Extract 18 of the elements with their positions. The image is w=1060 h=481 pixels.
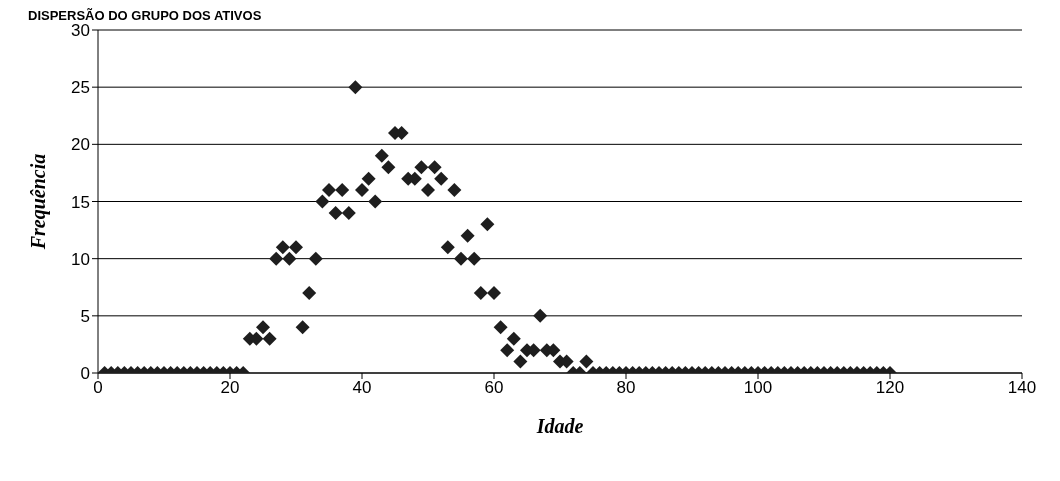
y-tick-label: 15 xyxy=(71,192,90,212)
x-tick-label: 60 xyxy=(484,378,504,398)
x-tick-label: 40 xyxy=(352,378,372,398)
y-tick-label: 20 xyxy=(71,135,90,155)
y-tick-label: 5 xyxy=(80,306,90,326)
x-tick-label: 140 xyxy=(1007,378,1037,398)
y-tick-label: 30 xyxy=(71,21,90,41)
y-tick-label: 10 xyxy=(71,249,90,269)
x-tick-label: 20 xyxy=(220,378,240,398)
y-axis-title: Frequência xyxy=(27,153,51,251)
x-axis-title: Idade xyxy=(535,415,584,437)
x-tick-label: 120 xyxy=(875,378,905,398)
x-tick-label: 0 xyxy=(93,378,103,398)
x-tick-label: 100 xyxy=(743,378,773,398)
y-tick-label: 25 xyxy=(71,78,90,98)
x-tick-label: 80 xyxy=(616,378,636,398)
chart-title: DISPERSÃO DO GRUPO DOS ATIVOS xyxy=(28,8,262,23)
y-tick-label: 0 xyxy=(80,364,90,384)
